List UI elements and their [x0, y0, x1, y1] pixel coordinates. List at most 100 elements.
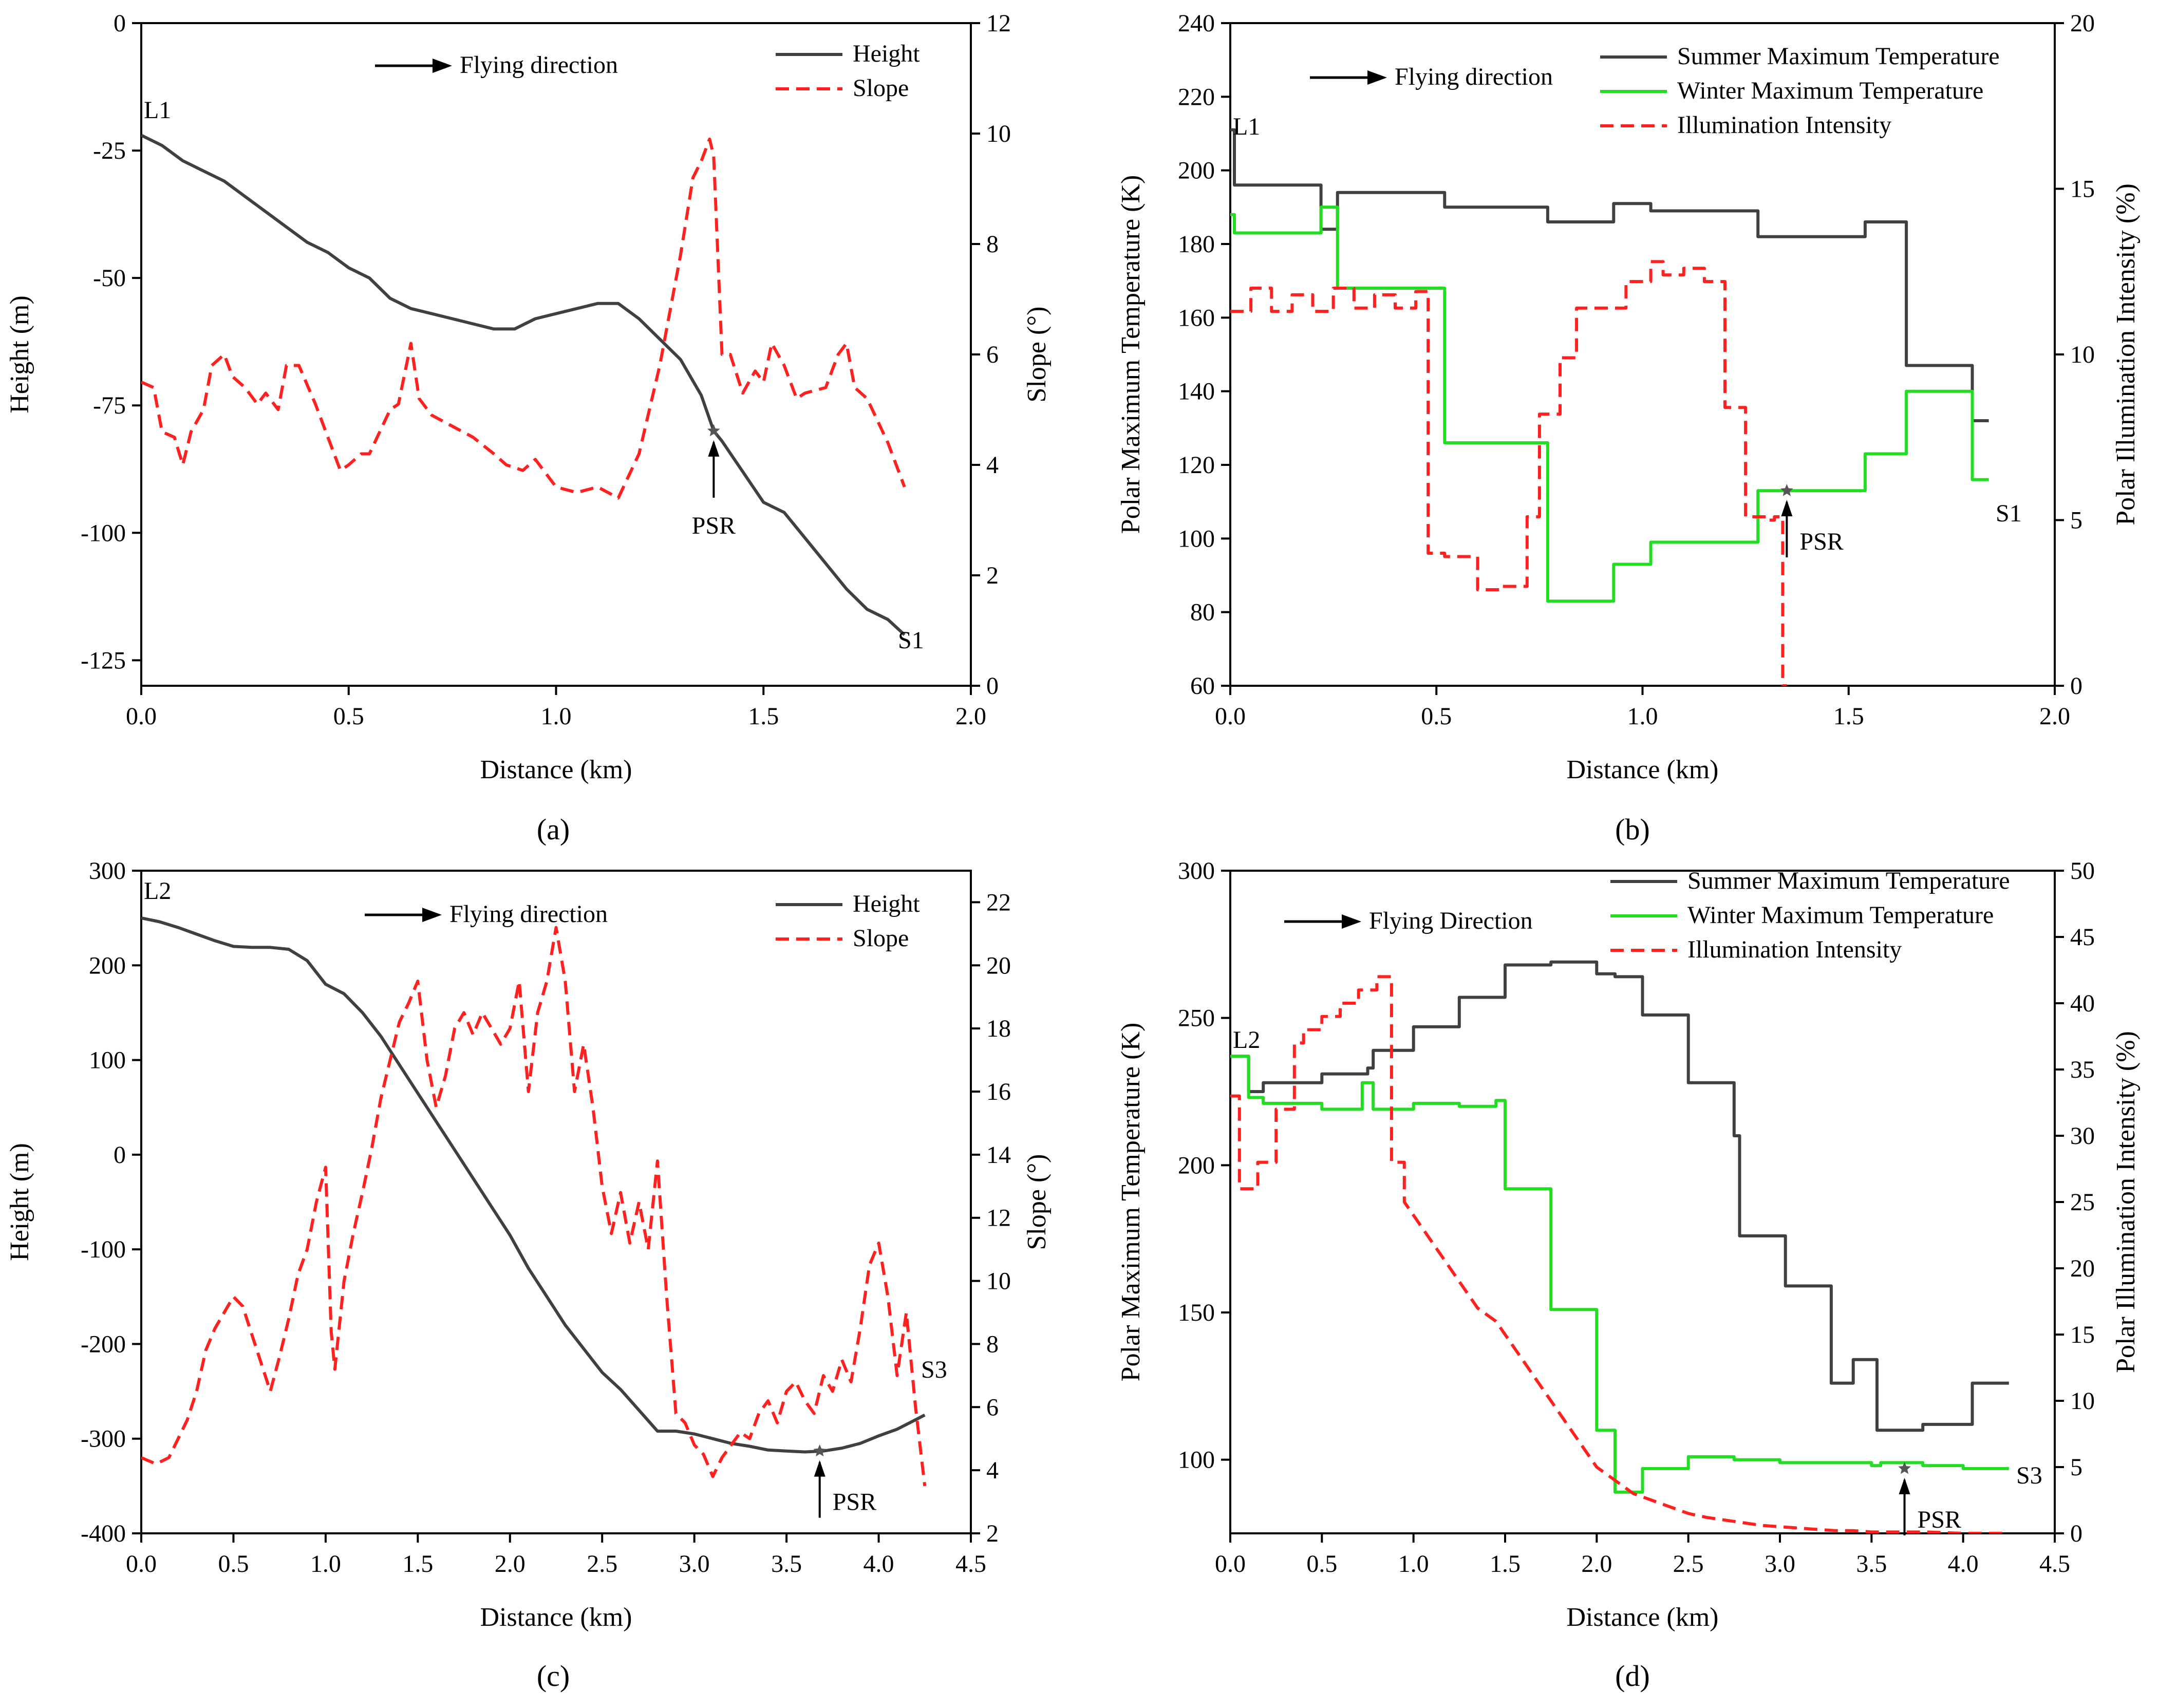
y-right-tick-label: 2 — [986, 1520, 999, 1547]
y-left-axis-label: Height (m) — [5, 295, 34, 414]
y-right-tick-label: 35 — [2070, 1056, 2095, 1083]
legend-entry: Summer Maximum Temperature — [1687, 867, 2010, 894]
direction-label: Flying Direction — [1369, 907, 1533, 934]
x-tick-label: 1.0 — [1627, 703, 1658, 730]
legend: Height Slope — [776, 890, 920, 952]
y-right-tick-label: 16 — [986, 1078, 1011, 1105]
y-right-tick-label: 4 — [986, 452, 999, 479]
panel-label-a: (a) — [537, 813, 570, 846]
y-left-axis-label: Polar Maximum Temperature (K) — [1116, 175, 1146, 534]
psr-label: PSR — [833, 1489, 876, 1516]
y-right-tick-label: 10 — [986, 1268, 1011, 1295]
x-tick-label: 1.5 — [402, 1550, 433, 1578]
start-label: L1 — [144, 97, 171, 124]
y-left-tick-label: 0 — [114, 10, 126, 37]
y-left-tick-label: 200 — [89, 952, 126, 979]
legend-entry: Summer Maximum Temperature — [1677, 43, 2000, 70]
y-right-tick-label: 0 — [2070, 672, 2082, 700]
end-label: S3 — [921, 1356, 947, 1383]
x-tick-label: 2.0 — [2039, 703, 2070, 730]
chart-c: 0.0 0.5 1.0 1.5 2.0 2.5 3.0 3.5 4.0 4.5 300 200 100 0… — [5, 857, 1052, 1632]
y-left-tick-label: -100 — [81, 519, 126, 547]
y-left-tick-label: 240 — [1178, 10, 1215, 37]
series-line-illumination-intensity — [1230, 260, 1787, 686]
x-tick-label: 0.0 — [1215, 703, 1246, 730]
psr-arrow-icon — [1781, 500, 1793, 517]
x-tick-label: 1.5 — [748, 703, 779, 730]
series-line-height — [141, 134, 906, 636]
y-left-tick-label: 300 — [1178, 857, 1215, 885]
direction-arrow-icon — [422, 908, 442, 922]
y-right-tick-label: 10 — [986, 120, 1011, 147]
y-left-tick-label: -300 — [81, 1425, 126, 1453]
y-right-tick-label: 30 — [2070, 1122, 2095, 1150]
panel-label-c: (c) — [537, 1659, 570, 1693]
legend-entry: Slope — [853, 74, 909, 102]
x-tick-label: 4.5 — [955, 1550, 986, 1578]
series-line-slope — [141, 137, 906, 500]
psr-star-icon — [1780, 484, 1793, 496]
x-axis-label: Distance (km) — [480, 1603, 632, 1632]
x-tick-label: 0.5 — [1421, 703, 1452, 730]
y-right-tick-label: 0 — [2070, 1520, 2082, 1547]
legend-entry: Illumination Intensity — [1677, 111, 1891, 139]
x-tick-label: 2.5 — [1673, 1550, 1704, 1578]
y-right-axis-label: Slope (°) — [1022, 307, 1052, 403]
x-tick-label: 4.0 — [864, 1550, 894, 1578]
legend: Summer Maximum Temperature Winter Maximum… — [1600, 43, 2000, 139]
legend-entry: Height — [853, 890, 920, 917]
start-label: L2 — [1233, 1026, 1260, 1054]
y-right-tick-label: 10 — [2070, 341, 2095, 368]
y-left-tick-label: 200 — [1178, 157, 1215, 184]
y-right-tick-label: 40 — [2070, 990, 2095, 1017]
x-tick-label: 1.0 — [310, 1550, 341, 1578]
x-axis-label: Distance (km) — [480, 755, 632, 784]
x-axis-label: Distance (km) — [1566, 1603, 1718, 1632]
legend: Height Slope — [776, 40, 920, 102]
y-left-tick-label: 160 — [1178, 304, 1215, 331]
y-left-tick-label: 220 — [1178, 83, 1215, 110]
x-tick-label: 2.5 — [587, 1550, 617, 1578]
series-line-winter-maximum-temperature — [1230, 205, 1989, 603]
direction-label: Flying direction — [449, 900, 608, 928]
plot-frame — [1229, 22, 2056, 687]
x-tick-label: 2.0 — [1581, 1550, 1612, 1578]
y-right-tick-label: 18 — [986, 1015, 1011, 1042]
y-left-tick-label: 80 — [1190, 599, 1215, 626]
psr-label: PSR — [1799, 528, 1843, 555]
x-axis-label: Distance (km) — [1566, 755, 1718, 784]
y-left-tick-label: -75 — [93, 392, 126, 419]
x-tick-label: 1.0 — [541, 703, 572, 730]
y-right-tick-label: 14 — [986, 1141, 1011, 1169]
y-left-axis-label: Height (m) — [5, 1143, 34, 1261]
y-right-axis-label: Polar Illumination Intensity (%) — [2111, 1031, 2141, 1373]
y-right-tick-label: 2 — [986, 562, 999, 589]
end-label: S1 — [1996, 500, 2022, 527]
legend-entry: Winter Maximum Temperature — [1687, 902, 1994, 929]
y-left-tick-label: 140 — [1178, 378, 1215, 405]
y-left-axis-label: Polar Maximum Temperature (K) — [1116, 1023, 1146, 1382]
x-tick-label: 1.5 — [1490, 1550, 1521, 1578]
x-tick-label: 3.0 — [679, 1550, 710, 1578]
x-tick-label: 3.5 — [771, 1550, 802, 1578]
y-right-tick-label: 50 — [2070, 857, 2095, 885]
x-tick-label: 4.5 — [2039, 1550, 2070, 1578]
x-tick-label: 0.0 — [1215, 1550, 1246, 1578]
legend-entry: Illumination Intensity — [1687, 936, 1902, 963]
x-tick-label: 4.0 — [1948, 1550, 1979, 1578]
y-right-tick-label: 5 — [2070, 1454, 2082, 1481]
y-left-tick-label: 180 — [1178, 231, 1215, 258]
y-right-tick-label: 4 — [986, 1457, 999, 1484]
y-right-tick-label: 15 — [2070, 1321, 2095, 1348]
psr-label: PSR — [692, 512, 736, 539]
direction-arrow-icon — [433, 59, 452, 73]
series-line-summer-maximum-temperature — [1230, 960, 2009, 1432]
y-left-tick-label: -25 — [93, 137, 126, 164]
psr-label: PSR — [1918, 1506, 1961, 1533]
y-left-tick-label: 150 — [1178, 1299, 1215, 1326]
legend-entry: Height — [853, 40, 920, 67]
y-right-axis-label: Slope (°) — [1022, 1154, 1052, 1250]
panel-label-b: (b) — [1615, 813, 1650, 846]
psr-star-icon — [1898, 1461, 1911, 1474]
y-left-tick-label: 200 — [1178, 1152, 1215, 1179]
